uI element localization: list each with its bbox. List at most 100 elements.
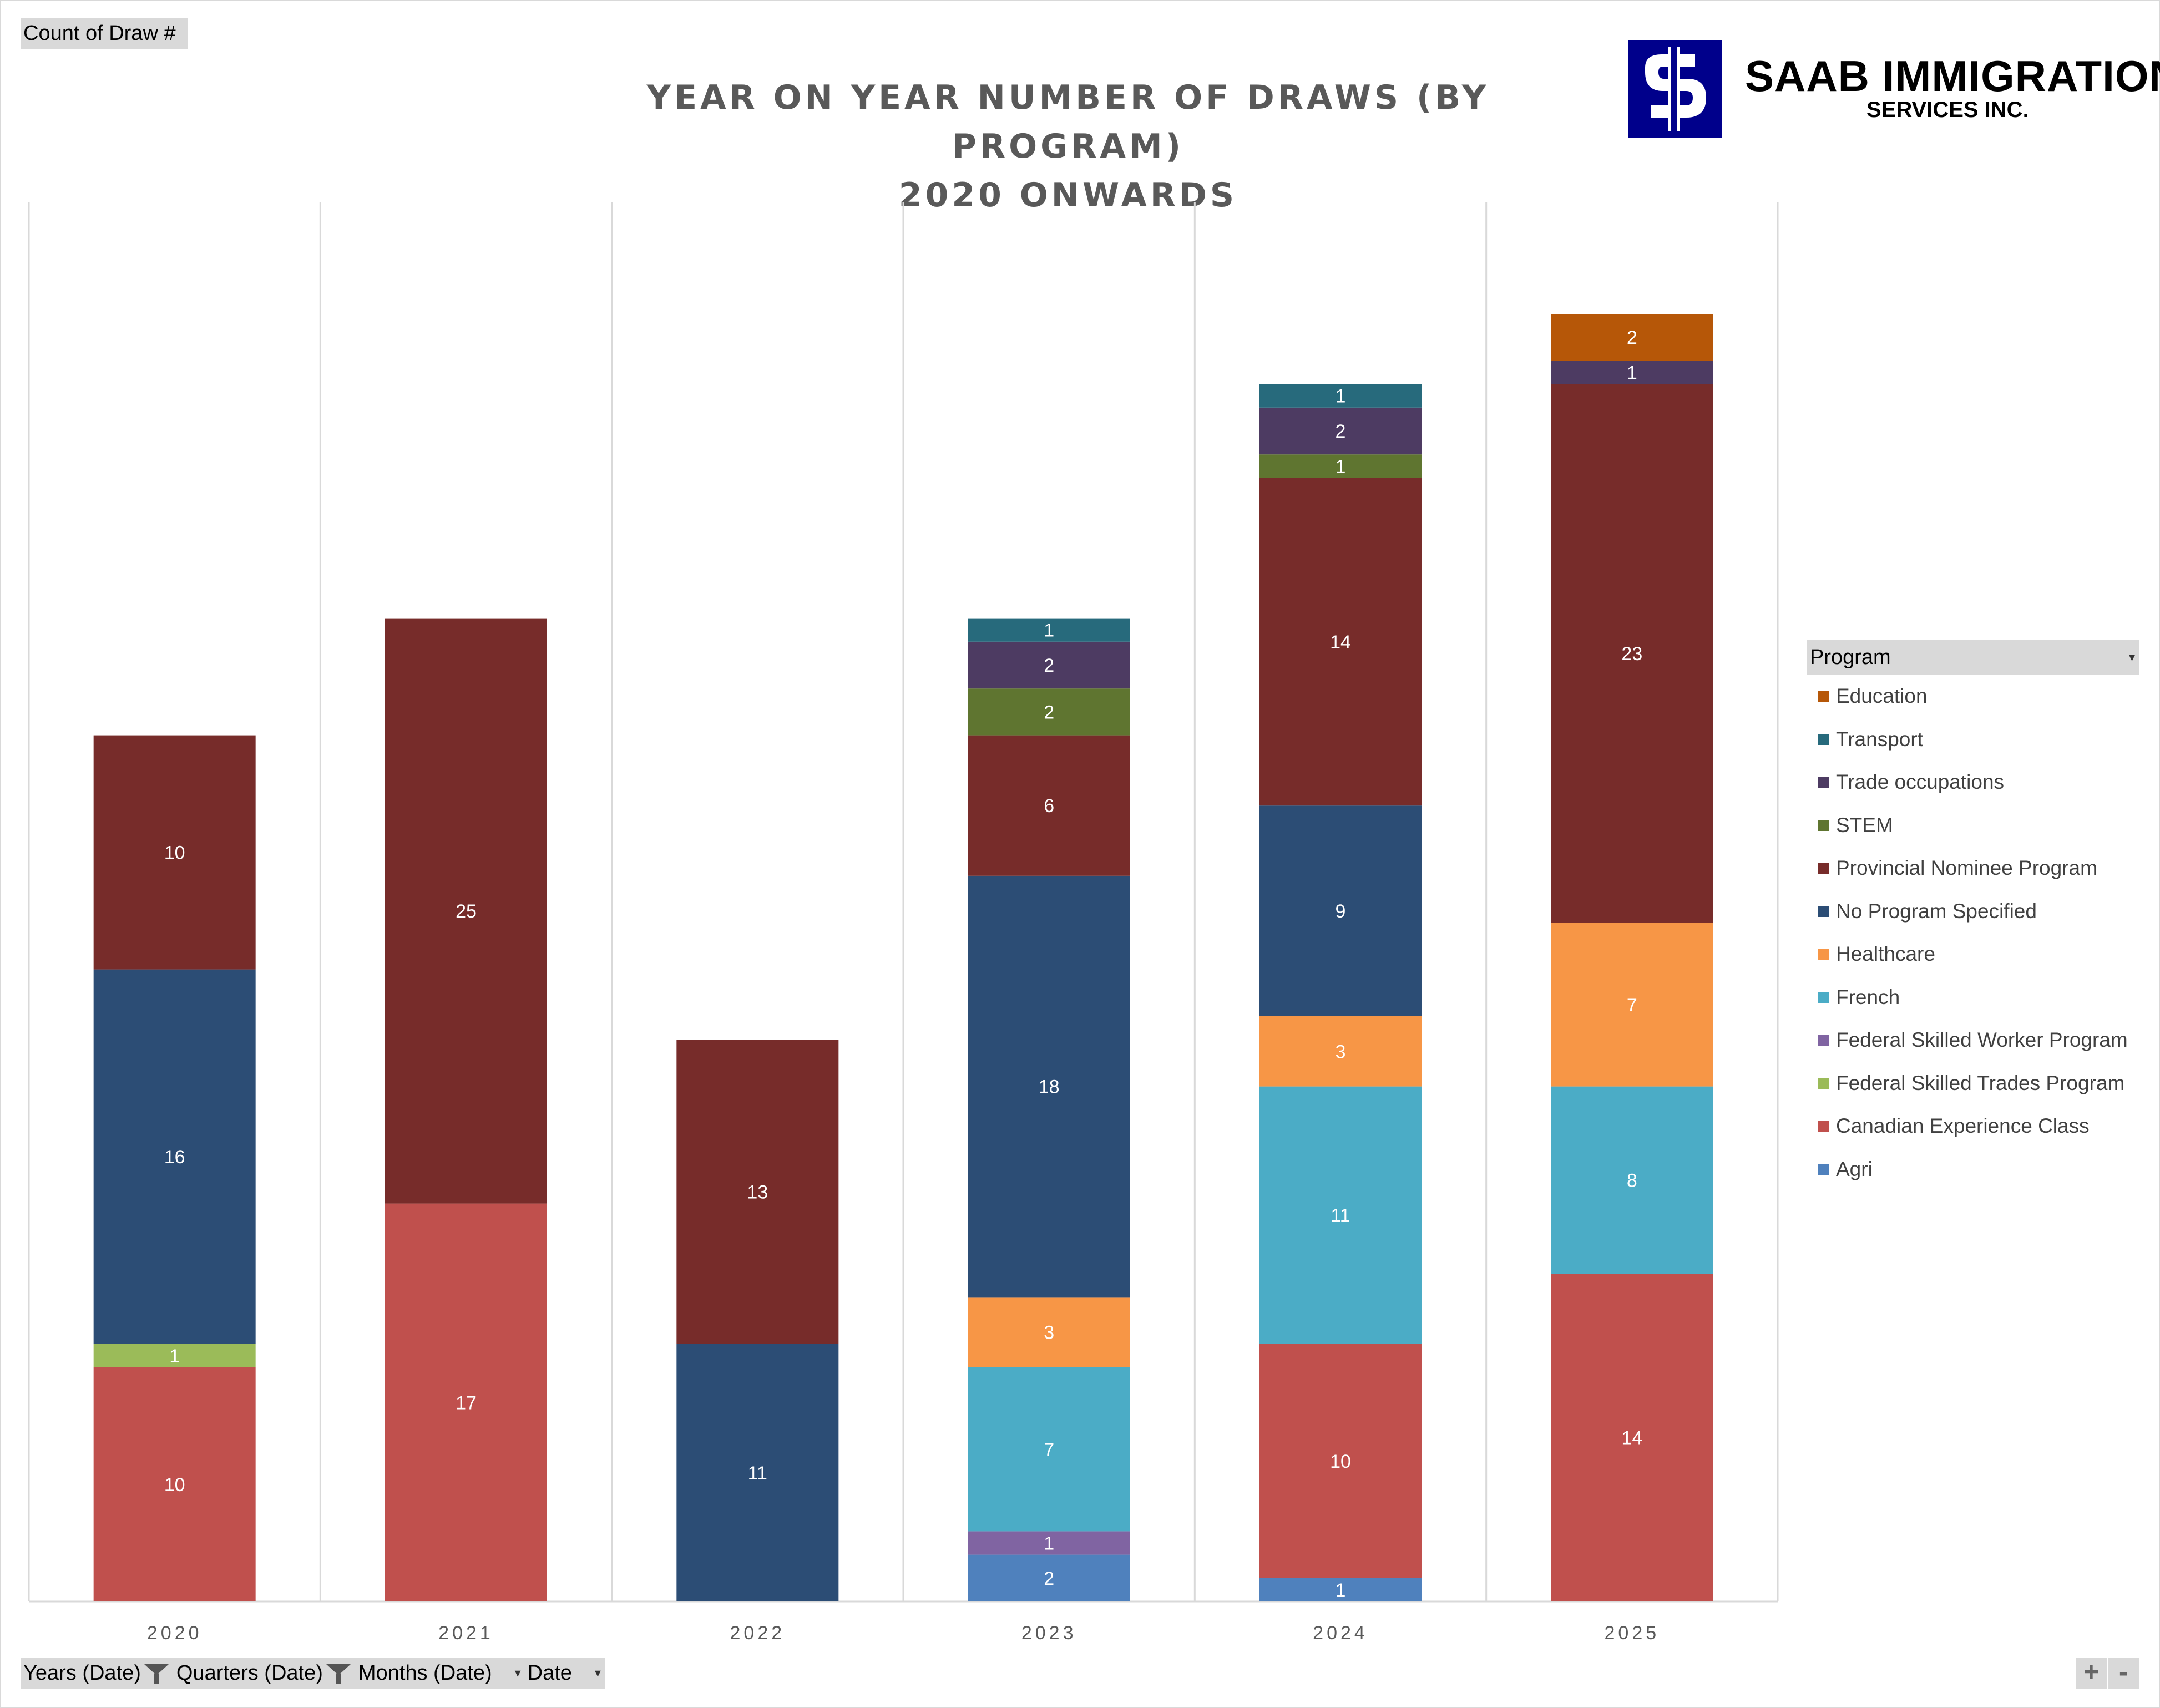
logo-name: SAAB IMMIGRATION — [1745, 52, 2160, 100]
data-label: 17 — [456, 1392, 477, 1413]
legend-item: STEM — [1807, 804, 2139, 847]
filter-icon[interactable] — [326, 1664, 351, 1684]
quarters-field-label: Quarters (Date) — [176, 1661, 323, 1685]
data-label: 10 — [164, 1474, 185, 1496]
bar-segment — [968, 1531, 1130, 1555]
zoom-in-button[interactable]: + — [2076, 1658, 2107, 1689]
data-label: 1 — [169, 1346, 180, 1367]
legend-swatch — [1818, 1163, 1829, 1175]
data-label: 1 — [1044, 620, 1054, 641]
date-field-button[interactable]: Date ▾ — [525, 1658, 605, 1689]
legend-field-button[interactable]: Program ▾ — [1807, 640, 2139, 675]
legend-swatch — [1818, 991, 1829, 1003]
data-label: 14 — [1621, 1428, 1642, 1449]
data-label: 3 — [1044, 1322, 1054, 1344]
legend-item: Canadian Experience Class — [1807, 1104, 2139, 1148]
data-label: 8 — [1627, 1170, 1637, 1191]
x-tick-label: 2024 — [1313, 1623, 1368, 1644]
data-label: 1 — [1044, 1533, 1054, 1554]
data-label: 2 — [1336, 421, 1346, 442]
data-label: 25 — [456, 901, 477, 922]
legend-swatch — [1818, 733, 1829, 745]
data-label: 1 — [1336, 456, 1346, 477]
data-label: 2 — [1044, 1568, 1054, 1589]
bar-segment — [385, 1203, 547, 1601]
years-field-button[interactable]: Years (Date) — [21, 1658, 174, 1689]
x-tick-label: 2022 — [730, 1623, 786, 1644]
bar-segment — [968, 875, 1130, 1298]
bar-segment — [676, 1344, 839, 1601]
legend-item: Education — [1807, 675, 2139, 718]
quarters-field-button[interactable]: Quarters (Date) — [174, 1658, 356, 1689]
data-label: 14 — [1330, 632, 1351, 653]
bar-segment — [1551, 384, 1713, 923]
legend: Program ▾ Education Transport Trade occupa… — [1807, 640, 2139, 1190]
legend-field-label: Program — [1810, 646, 1891, 669]
data-label: 10 — [1330, 1451, 1351, 1472]
legend-swatch — [1818, 905, 1829, 917]
bar-segment — [1259, 407, 1422, 455]
months-field-button[interactable]: Months (Date) ▾ — [356, 1658, 525, 1689]
data-label: 16 — [164, 1147, 185, 1168]
data-label: 10 — [164, 843, 185, 864]
bar-segment — [93, 969, 256, 1344]
chevron-down-icon[interactable]: ▾ — [594, 1666, 601, 1680]
chart-subtitle: 2020 ONWARDS — [898, 176, 1238, 215]
legend-label: Trade occupations — [1836, 771, 2005, 793]
x-tick-label: 2021 — [438, 1623, 494, 1644]
bar-segment — [1551, 923, 1713, 1087]
legend-swatch — [1818, 1035, 1829, 1046]
legend-item: French — [1807, 976, 2139, 1019]
bar-segment — [1551, 1086, 1713, 1274]
legend-label: No Program Specified — [1836, 899, 2037, 923]
data-label: 7 — [1627, 995, 1637, 1016]
legend-item: Federal Skilled Trades Program — [1807, 1062, 2139, 1105]
legend-label: STEM — [1836, 813, 1893, 837]
bar-segment — [385, 618, 547, 1204]
chevron-down-icon[interactable]: ▾ — [514, 1666, 521, 1680]
bar-segment — [968, 1297, 1130, 1367]
bar-segment — [1259, 805, 1422, 1016]
data-label: 9 — [1336, 901, 1346, 922]
bar-segment — [968, 1554, 1130, 1601]
legend-label: Provincial Nominee Program — [1836, 856, 2097, 879]
legend-swatch — [1818, 691, 1829, 702]
data-label: 1 — [1627, 363, 1637, 384]
legend-item: Agri — [1807, 1148, 2139, 1191]
data-label: 13 — [747, 1182, 768, 1203]
bar-segment — [93, 1367, 256, 1601]
legend-item: Provincial Nominee Program — [1807, 847, 2139, 890]
chevron-down-icon[interactable]: ▾ — [2128, 650, 2135, 664]
bar-segment — [968, 1367, 1130, 1532]
data-label: 1 — [1336, 386, 1346, 407]
legend-item: No Program Specified — [1807, 890, 2139, 933]
bar-segment — [676, 1040, 839, 1344]
data-label: 7 — [1044, 1440, 1054, 1461]
bar-segment — [1551, 1274, 1713, 1601]
legend-label: Transport — [1836, 727, 1923, 751]
legend-label: Education — [1836, 685, 1928, 707]
legend-swatch — [1818, 819, 1829, 831]
bar-segment — [1259, 1016, 1422, 1087]
x-tick-label: 2020 — [147, 1623, 203, 1644]
bar-segment — [1551, 361, 1713, 384]
legend-label: Agri — [1836, 1157, 1873, 1180]
legend-label: Canadian Experience Class — [1836, 1114, 2090, 1137]
bar-segment — [968, 688, 1130, 736]
data-label: 11 — [1331, 1205, 1350, 1226]
bar-segment — [1551, 314, 1713, 361]
bar-segment — [968, 618, 1130, 642]
legend-label: French — [1836, 985, 1900, 1008]
bar-segment — [93, 735, 256, 970]
date-field-label: Date — [527, 1661, 572, 1685]
legend-swatch — [1818, 1077, 1829, 1089]
filter-icon[interactable] — [144, 1664, 169, 1684]
data-label: 2 — [1627, 327, 1637, 348]
data-label: 23 — [1621, 643, 1642, 665]
zoom-out-button[interactable]: - — [2108, 1658, 2139, 1689]
legend-swatch — [1818, 863, 1829, 874]
value-field-button[interactable]: Count of Draw # — [21, 18, 188, 49]
years-field-label: Years (Date) — [23, 1661, 141, 1685]
